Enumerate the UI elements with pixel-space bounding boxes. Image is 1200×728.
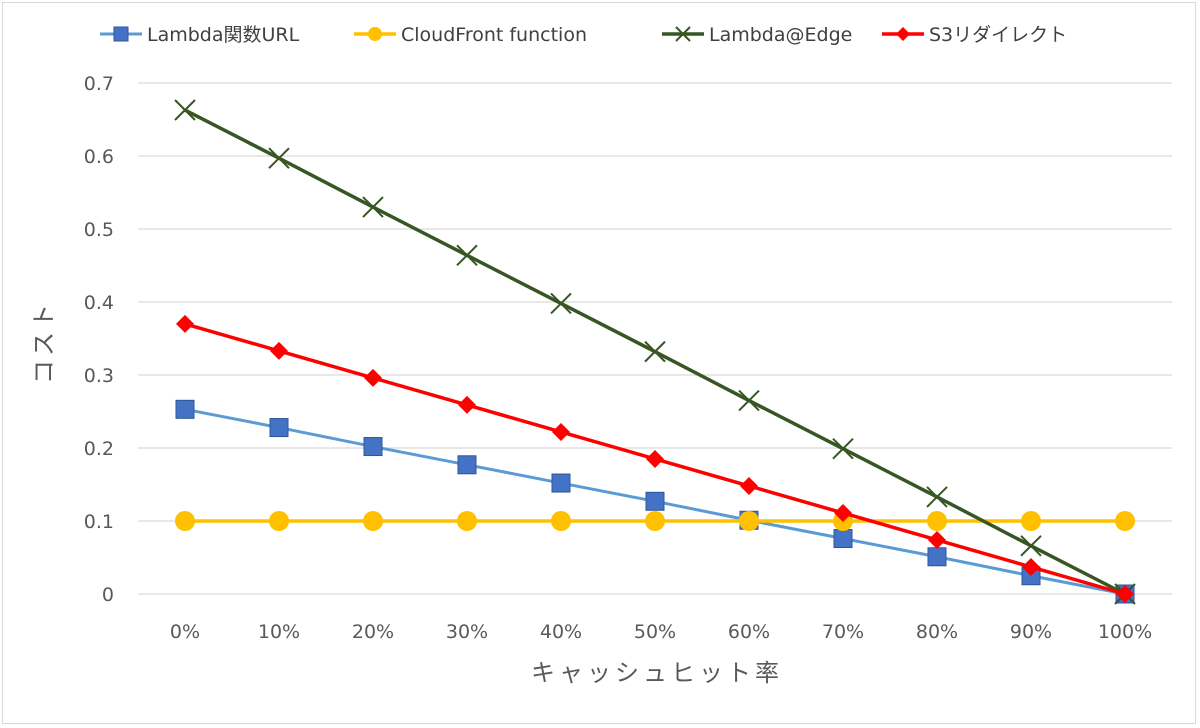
y-tick-label: 0.1 [84,511,114,533]
data-point [176,314,194,333]
legend-label: Lambda@Edge [709,24,852,46]
data-point [926,486,948,508]
data-point [928,530,946,549]
data-point [740,476,758,495]
data-point [550,292,572,315]
x-tick-label: 80% [916,621,958,643]
data-point [675,26,691,42]
legend-label: S3リダイレクト [929,24,1067,46]
data-point [832,438,854,460]
legend-item: CloudFront function [354,24,587,46]
data-point [269,418,289,438]
x-tick-label: 100% [1098,621,1152,643]
data-point [645,511,665,531]
data-point [175,511,195,531]
data-point [362,196,384,218]
data-point [551,473,571,493]
data-point [457,511,477,531]
data-point [551,511,571,531]
legend-item: Lambda関数URL [100,24,300,46]
data-point [1115,511,1135,531]
data-point [363,511,383,531]
data-point [456,244,478,266]
data-point [457,455,477,475]
data-point [175,399,195,419]
legend-item: Lambda@Edge [662,24,852,46]
x-tick-label: 50% [634,621,676,643]
data-point [268,147,290,169]
data-point [368,27,382,41]
series-S3リダイレクト [176,314,1134,603]
series-CloudFront function [175,511,1135,531]
data-point [1020,535,1042,557]
y-axis-ticks: 0 0.1 0.2 0.3 0.4 0.5 0.6 0.7 [84,73,114,606]
y-tick-label: 0.2 [84,438,114,460]
data-point [174,99,196,121]
x-tick-label: 90% [1010,621,1052,643]
data-point [458,395,476,414]
data-point [113,26,129,42]
data-point [738,389,760,412]
x-tick-label: 60% [728,621,770,643]
data-point [739,511,759,531]
data-point [1116,585,1134,603]
data-point [646,449,664,468]
x-tick-label: 10% [258,621,300,643]
data-point [834,503,852,522]
x-tick-label: 40% [540,621,582,643]
data-point [270,341,288,360]
x-axis-ticks: 0% 10% 20% 30% 40% 50% 60% 70% 80% 90% 100% [170,621,1152,643]
data-point [644,340,666,363]
legend-label: Lambda関数URL [147,24,300,46]
data-point [1022,557,1040,576]
x-tick-label: 30% [446,621,488,643]
series-Lambda@Edge [174,99,1136,605]
series-Lambda関数URL [175,399,1135,604]
data-point [833,529,853,549]
y-axis-title: コスト [30,300,58,384]
data-point [364,368,382,387]
x-tick-label: 0% [170,621,200,643]
data-point [552,422,570,441]
y-tick-label: 0.7 [84,73,114,95]
data-point [927,547,947,567]
y-tick-label: 0.4 [84,292,114,314]
data-point [1021,511,1041,531]
x-tick-label: 20% [352,621,394,643]
y-tick-label: 0 [102,584,114,606]
y-tick-label: 0.6 [84,146,114,168]
data-point [896,27,910,41]
y-tick-label: 0.5 [84,219,114,241]
data-point [269,511,289,531]
legend-label: CloudFront function [401,24,587,46]
data-point [645,491,665,511]
series-group [174,99,1136,605]
data-point [927,511,947,531]
legend: Lambda関数URL CloudFront function Lambda@Edg… [100,24,1067,46]
x-tick-label: 70% [822,621,864,643]
legend-item: S3リダイレクト [882,24,1067,46]
y-tick-label: 0.3 [84,365,114,387]
x-axis-title: キャッシュヒット率 [531,659,783,687]
data-point [363,437,383,457]
